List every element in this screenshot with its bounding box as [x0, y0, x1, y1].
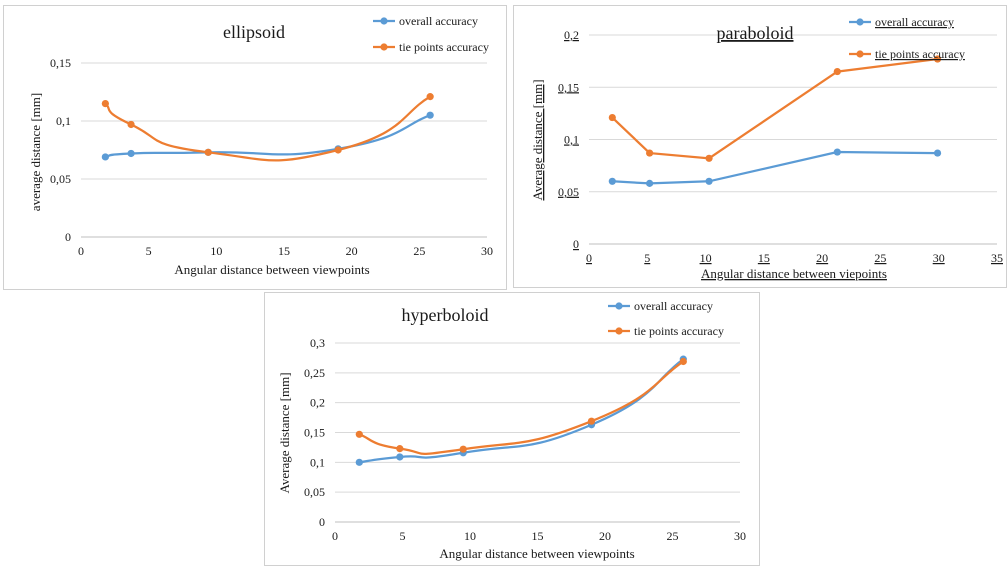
- data-point: [933, 149, 942, 157]
- data-point: [204, 148, 212, 156]
- data-point: [705, 154, 713, 162]
- paraboloid-chart: 0 0,05 0,1 0,15 0,2 0 5 10 15 20 25 30 35 paraboloid o…: [530, 15, 1003, 281]
- x-tick-label: 10: [210, 244, 222, 258]
- hyperboloid-chart: 0 0,05 0,1 0,15 0,2 0,25 0,3 0 5 10 15 20 25 30 hyperb…: [277, 299, 746, 561]
- y-tick-label: 0,25: [304, 366, 325, 380]
- data-point: [355, 458, 363, 466]
- data-point: [679, 357, 687, 366]
- x-tick-label: 10: [464, 529, 476, 543]
- chart-title: ellipsoid: [223, 22, 285, 42]
- x-tick-label: 15: [278, 244, 290, 258]
- series-line-2: [358, 360, 684, 455]
- y-tick-label: 0,15: [50, 56, 71, 70]
- x-tick-label: 5: [400, 529, 406, 543]
- y-tick-label: 0: [319, 515, 325, 529]
- chart-title: paraboloid: [717, 23, 794, 43]
- x-tick-label: 15: [532, 529, 544, 543]
- y-tick-label: 0,1: [56, 114, 71, 128]
- legend-marker: [856, 18, 864, 26]
- data-point: [101, 100, 109, 108]
- series-line-1: [612, 150, 938, 185]
- paraboloid-chart-panel: 0 0,05 0,1 0,15 0,2 0 5 10 15 20 25 30 35 paraboloid o…: [513, 5, 1007, 288]
- data-point: [587, 417, 596, 425]
- y-tick-label: 0,2: [310, 396, 325, 410]
- ellipsoid-chart-panel: 0 0,05 0,1 0,15 0 5 10 15 20 25 30 ellipsoid overall…: [3, 5, 507, 290]
- y-tick-label: 0,1: [310, 455, 325, 469]
- x-tick-label: 0: [78, 244, 84, 258]
- legend-label: overall accuracy: [634, 299, 713, 313]
- y-axis-title: Average distance [mm]: [277, 372, 292, 493]
- ellipsoid-chart: 0 0,05 0,1 0,15 0 5 10 15 20 25 30 ellipsoid overall…: [28, 14, 493, 277]
- legend-label: overall accuracy: [875, 15, 954, 29]
- legend-marker: [615, 302, 623, 310]
- x-tick-label: 20: [346, 244, 358, 258]
- legend-marker: [856, 50, 864, 58]
- series-line-2: [611, 57, 938, 160]
- x-tick-label: 25: [667, 529, 679, 543]
- y-tick-label: 0,2: [564, 28, 579, 42]
- data-point: [396, 445, 404, 453]
- y-tick-label: 0,05: [50, 172, 71, 186]
- x-axis-title: Angular distance between viepoints: [701, 266, 887, 281]
- data-point: [101, 153, 109, 161]
- legend-label: overall accuracy: [399, 14, 478, 28]
- x-tick-label: 30: [933, 251, 945, 265]
- hyperboloid-chart-panel: 0 0,05 0,1 0,15 0,2 0,25 0,3 0 5 10 15 20 25 30 hyperb…: [264, 292, 760, 566]
- data-point: [334, 146, 342, 154]
- x-tick-label: 5: [146, 244, 152, 258]
- x-axis-title: Angular distance between viewpoints: [439, 546, 634, 561]
- series-line-2: [104, 95, 431, 162]
- data-point: [608, 113, 616, 122]
- data-point: [646, 149, 654, 157]
- x-tick-label: 30: [481, 244, 493, 258]
- data-point: [127, 149, 135, 158]
- x-tick-label: 10: [700, 251, 712, 265]
- x-tick-label: 0: [586, 251, 592, 265]
- y-tick-label: 0,3: [310, 336, 325, 350]
- x-tick-label: 20: [816, 251, 828, 265]
- data-point: [396, 453, 404, 461]
- legend-label: tie points accuracy: [399, 40, 489, 54]
- y-axis-title: average distance [mm]: [28, 93, 43, 211]
- data-point: [355, 430, 363, 438]
- y-tick-label: 0,15: [304, 426, 325, 440]
- data-point: [608, 177, 616, 185]
- x-tick-label: 30: [734, 529, 746, 543]
- x-tick-label: 0: [332, 529, 338, 543]
- legend-marker: [380, 17, 388, 25]
- data-point: [833, 67, 841, 76]
- data-point: [127, 120, 135, 129]
- y-tick-label: 0: [573, 237, 579, 251]
- legend-label: tie points accuracy: [634, 324, 724, 338]
- y-tick-label: 0: [65, 230, 71, 244]
- x-tick-label: 25: [874, 251, 886, 265]
- y-tick-label: 0,05: [558, 185, 579, 199]
- chart-title: hyperboloid: [402, 305, 489, 325]
- y-tick-label: 0,1: [564, 133, 579, 147]
- data-point: [459, 445, 467, 453]
- legend-marker: [615, 327, 623, 335]
- data-point: [646, 179, 654, 187]
- y-tick-label: 0,05: [304, 485, 325, 499]
- x-tick-label: 5: [644, 251, 650, 265]
- data-point: [933, 55, 942, 63]
- x-tick-label: 35: [991, 251, 1003, 265]
- legend-label: tie points accuracy: [875, 47, 965, 61]
- data-point: [426, 93, 434, 101]
- series-line-1: [105, 114, 431, 159]
- y-tick-label: 0,15: [558, 80, 579, 94]
- y-axis-title: Average distance [mm]: [530, 79, 545, 200]
- data-point: [833, 148, 841, 156]
- data-point: [705, 177, 713, 185]
- x-axis-title: Angular distance between viewpoints: [174, 262, 369, 277]
- legend-marker: [380, 43, 388, 51]
- x-tick-label: 15: [758, 251, 770, 265]
- data-point: [426, 111, 434, 119]
- series-line-1: [359, 358, 684, 464]
- x-tick-label: 25: [413, 244, 425, 258]
- x-tick-label: 20: [599, 529, 611, 543]
